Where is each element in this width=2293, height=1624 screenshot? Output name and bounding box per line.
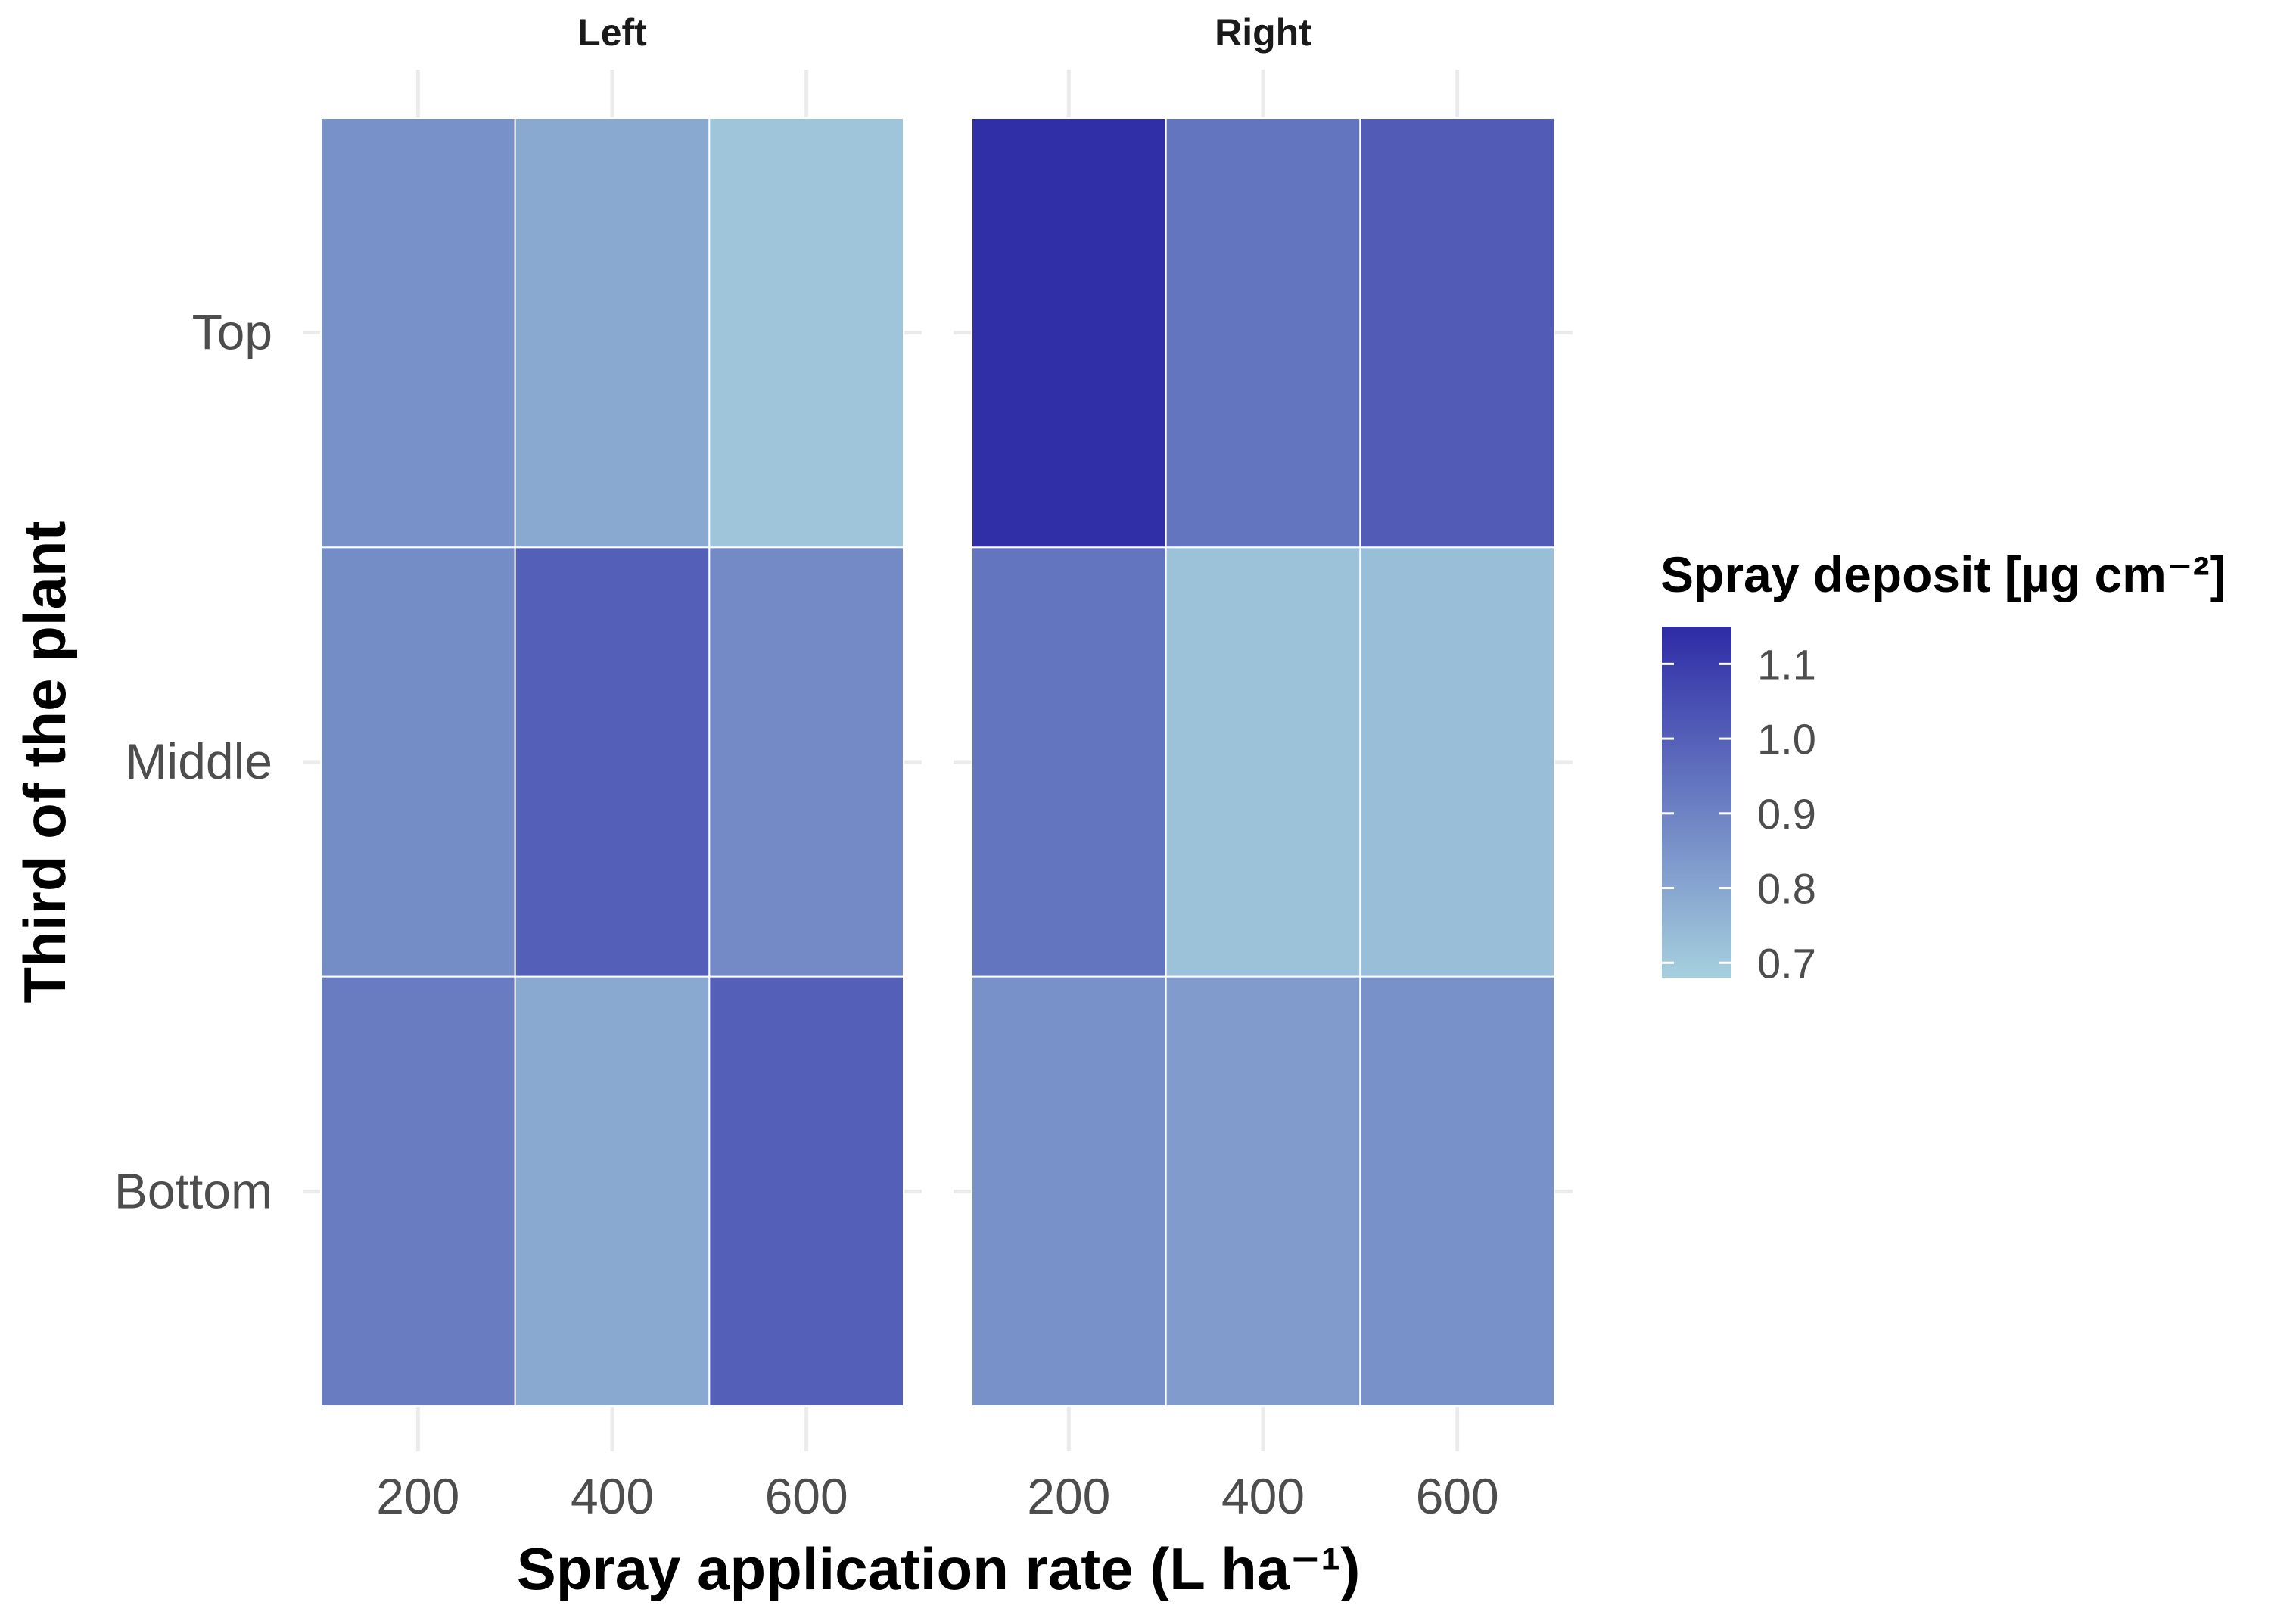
- y-tick-label-top: Top: [192, 304, 272, 360]
- x-tick-label: 400: [1221, 1468, 1305, 1524]
- x-tick-label: 600: [1416, 1468, 1499, 1524]
- heatmap-cell-left-top-600: [708, 117, 904, 549]
- heatmap-cell-right-bottom-600: [1359, 975, 1556, 1407]
- heatmap-cell-left-middle-200: [320, 546, 516, 978]
- y-axis-title: Third of the plant: [11, 521, 78, 1003]
- heatmap-cell-right-bottom-400: [1165, 975, 1361, 1407]
- x-tick-label: 200: [376, 1468, 459, 1524]
- x-axis-title: Spray application rate (L ha⁻¹): [517, 1535, 1361, 1602]
- x-tick-label: 600: [765, 1468, 848, 1524]
- heatmap-cell-right-top-400: [1165, 117, 1361, 549]
- heatmap-cell-left-top-200: [320, 117, 516, 549]
- heatmap-cell-right-middle-600: [1359, 546, 1556, 978]
- heatmap-cell-left-top-400: [514, 117, 711, 549]
- heatmap-cell-right-middle-200: [971, 546, 1167, 978]
- heatmap-cell-left-bottom-600: [708, 975, 904, 1407]
- legend-title: Spray deposit [µg cm⁻²]: [1660, 546, 2226, 602]
- y-tick-label-middle: Middle: [126, 733, 272, 789]
- heatmap-cell-right-top-600: [1359, 117, 1556, 549]
- legend-tick-label: 1.1: [1757, 640, 1816, 688]
- legend-colorbar: [1662, 627, 1731, 978]
- x-tick-label: 200: [1027, 1468, 1110, 1524]
- legend-tick-label: 0.8: [1757, 865, 1816, 913]
- heatmap-cell-left-middle-600: [708, 546, 904, 978]
- legend-tick-label: 0.9: [1757, 790, 1816, 838]
- heatmap-cell-left-bottom-200: [320, 975, 516, 1407]
- facet-title-left: Left: [577, 11, 647, 54]
- y-tick-label-bottom: Bottom: [114, 1162, 272, 1218]
- x-tick-label: 400: [571, 1468, 654, 1524]
- heatmap-cell-right-middle-400: [1165, 546, 1361, 978]
- legend-tick-label: 1.0: [1757, 715, 1816, 763]
- heatmap-cell-left-bottom-400: [514, 975, 711, 1407]
- facet-title-right: Right: [1215, 11, 1311, 54]
- heatmap-cell-left-middle-400: [514, 546, 711, 978]
- legend-tick-label: 0.7: [1757, 939, 1816, 987]
- heatmap-cell-right-bottom-200: [971, 975, 1167, 1407]
- heatmap-cell-right-top-200: [971, 117, 1167, 549]
